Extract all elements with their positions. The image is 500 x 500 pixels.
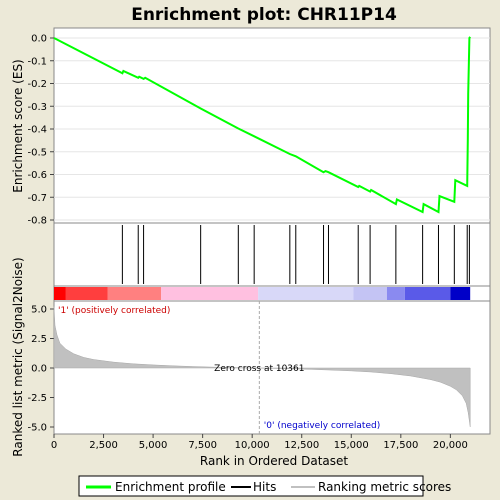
heat-bar-segment	[386, 287, 405, 300]
ranking-metric-area	[53, 306, 471, 428]
x-tick-label: 17,500	[383, 440, 418, 451]
es-y-tick-label: 0.0	[31, 34, 47, 45]
legend-enrichment-label: Enrichment profile	[115, 480, 226, 494]
es-gridlines	[54, 37, 490, 221]
es-plot-area	[53, 27, 491, 224]
heat-bar-segment	[258, 287, 354, 300]
x-axis-ticks: 0 2,500 5,000 7,500 10,000 12,500 15,000 17,500…	[51, 434, 468, 451]
es-y-tick-label: -0.4	[27, 125, 47, 136]
x-tick-label: 5,000	[139, 440, 168, 451]
heat-bar-segment	[65, 287, 108, 300]
enrichment-profile-line	[53, 36, 472, 214]
legend: Enrichment profile Hits Ranking metric s…	[78, 475, 451, 497]
metric-y-ticks: 5.0 2.5 0.0 -2.5 -5.0	[27, 305, 54, 434]
metric-y-tick-label: 0.0	[31, 364, 47, 375]
es-y-tick-label: -0.5	[27, 147, 47, 158]
es-y-tick-label: -0.3	[27, 102, 47, 113]
heat-bar-segment	[450, 287, 471, 300]
heat-bar-segment	[404, 287, 451, 300]
es-y-tick-label: -0.1	[27, 56, 47, 67]
metric-y-tick-label: 5.0	[31, 305, 47, 316]
chart-title: Enrichment plot: CHR11P14	[131, 5, 397, 25]
legend-hits-label: Hits	[253, 480, 276, 494]
metric-y-axis-label: Ranked list metric (Signal2Noise)	[11, 257, 25, 456]
zero-cross-label: Zero cross at 10361	[214, 364, 304, 374]
x-tick-label: 20,000	[433, 440, 468, 451]
positive-correlation-label: '1' (positively correlated)	[58, 306, 170, 316]
x-tick-label: 10,000	[235, 440, 270, 451]
es-y-tick-label: -0.6	[27, 170, 47, 181]
x-tick-label: 2,500	[89, 440, 118, 451]
metric-y-tick-label: -5.0	[27, 423, 47, 434]
es-y-tick-label: -0.2	[27, 79, 47, 90]
metric-y-tick-label: 2.5	[31, 334, 47, 345]
x-axis-label: Rank in Ordered Dataset	[200, 454, 348, 468]
legend-metric-label: Ranking metric scores	[318, 480, 451, 494]
x-tick-label: 0	[51, 440, 57, 451]
x-tick-label: 15,000	[334, 440, 369, 451]
heat-bar-segment	[54, 287, 66, 300]
metric-y-tick-label: -2.5	[27, 393, 47, 404]
x-tick-label: 12,500	[284, 440, 319, 451]
hits-marks	[121, 225, 470, 284]
x-tick-label: 7,500	[188, 440, 217, 451]
es-y-tick-label: -0.8	[27, 216, 47, 227]
heat-bar-segment	[161, 287, 259, 300]
es-y-ticks: 0.0 -0.1 -0.2 -0.3 -0.4 -0.5 -0.6 -0.7 -0.8	[27, 34, 54, 227]
es-y-tick-label: -0.7	[27, 193, 47, 204]
hits-plot-area	[53, 222, 491, 287]
es-y-axis-label: Enrichment score (ES)	[11, 59, 25, 192]
heat-bar-segment	[107, 287, 162, 300]
heat-bar-segment	[353, 287, 387, 300]
negative-correlation-label: '0' (negatively correlated)	[264, 421, 380, 431]
